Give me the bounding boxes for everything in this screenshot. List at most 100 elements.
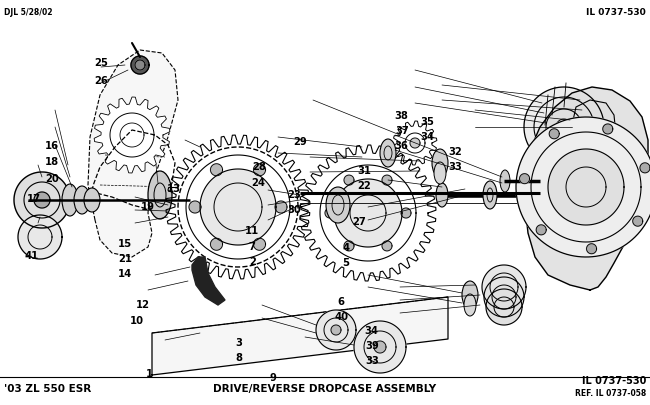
Polygon shape <box>354 321 406 373</box>
Polygon shape <box>275 202 287 213</box>
Text: 7: 7 <box>249 241 255 251</box>
Polygon shape <box>401 209 411 218</box>
Text: 3: 3 <box>236 337 242 347</box>
Text: 13: 13 <box>167 183 181 193</box>
Ellipse shape <box>524 183 536 207</box>
Ellipse shape <box>483 181 497 209</box>
Ellipse shape <box>326 188 350 224</box>
Text: 39: 39 <box>365 340 379 350</box>
Text: 10: 10 <box>129 315 144 325</box>
Polygon shape <box>548 149 624 226</box>
Ellipse shape <box>380 140 396 168</box>
Polygon shape <box>586 244 597 254</box>
Polygon shape <box>482 265 526 309</box>
Text: 33: 33 <box>448 162 462 172</box>
Text: 34: 34 <box>365 325 379 335</box>
Polygon shape <box>516 118 650 257</box>
Ellipse shape <box>462 281 478 309</box>
Text: 2: 2 <box>249 256 255 266</box>
Polygon shape <box>484 277 524 317</box>
Polygon shape <box>211 164 222 176</box>
Text: 21: 21 <box>118 254 132 263</box>
Text: 27: 27 <box>352 217 366 227</box>
Ellipse shape <box>148 172 172 220</box>
Text: 14: 14 <box>118 269 132 278</box>
Text: 23: 23 <box>287 190 301 199</box>
Polygon shape <box>88 51 178 257</box>
Polygon shape <box>166 136 310 279</box>
Text: 18: 18 <box>45 157 59 167</box>
Polygon shape <box>410 139 420 149</box>
Text: 16: 16 <box>45 141 59 151</box>
Polygon shape <box>18 215 62 259</box>
Text: 30: 30 <box>287 205 301 215</box>
Polygon shape <box>94 98 170 174</box>
Text: 6: 6 <box>338 297 344 307</box>
Text: 4: 4 <box>343 242 349 252</box>
Polygon shape <box>200 170 276 245</box>
Polygon shape <box>382 241 392 251</box>
Polygon shape <box>374 341 386 353</box>
Ellipse shape <box>432 149 448 177</box>
Ellipse shape <box>434 162 446 185</box>
Text: 11: 11 <box>245 226 259 236</box>
Polygon shape <box>192 257 225 305</box>
Text: 36: 36 <box>395 141 409 151</box>
Text: 12: 12 <box>136 300 150 309</box>
Text: 34: 34 <box>421 132 435 142</box>
Polygon shape <box>525 88 648 290</box>
Polygon shape <box>344 241 354 251</box>
Text: 28: 28 <box>252 162 266 172</box>
Polygon shape <box>325 209 335 218</box>
Polygon shape <box>556 120 572 136</box>
Text: 24: 24 <box>252 177 266 187</box>
Text: 26: 26 <box>94 76 108 86</box>
Text: 32: 32 <box>448 147 462 157</box>
Text: 33: 33 <box>365 356 379 365</box>
Polygon shape <box>152 297 448 375</box>
Polygon shape <box>135 61 145 71</box>
Polygon shape <box>546 110 582 146</box>
Polygon shape <box>603 125 613 134</box>
Text: DJL 5/28/02: DJL 5/28/02 <box>4 8 53 17</box>
Text: 17: 17 <box>27 194 41 203</box>
Ellipse shape <box>464 294 476 316</box>
Text: 19: 19 <box>141 202 155 211</box>
Text: 41: 41 <box>24 250 38 260</box>
Polygon shape <box>549 130 559 139</box>
Ellipse shape <box>436 183 448 207</box>
Polygon shape <box>300 146 436 281</box>
Polygon shape <box>211 239 222 251</box>
Text: 29: 29 <box>293 137 307 147</box>
Polygon shape <box>640 164 650 173</box>
Polygon shape <box>572 101 616 151</box>
Text: 9: 9 <box>270 373 276 382</box>
Text: 15: 15 <box>118 238 132 248</box>
Text: 25: 25 <box>94 58 108 68</box>
Polygon shape <box>14 173 70 228</box>
Polygon shape <box>316 310 356 350</box>
Ellipse shape <box>500 171 510 192</box>
Polygon shape <box>393 122 437 166</box>
Text: 40: 40 <box>334 312 348 322</box>
Text: 35: 35 <box>421 117 435 126</box>
Polygon shape <box>254 164 265 176</box>
Text: 37: 37 <box>395 126 409 135</box>
Polygon shape <box>254 239 265 251</box>
Text: 5: 5 <box>343 258 349 267</box>
Ellipse shape <box>84 189 100 213</box>
Polygon shape <box>519 174 530 184</box>
Text: 8: 8 <box>236 352 242 362</box>
Polygon shape <box>131 57 149 75</box>
Polygon shape <box>344 176 354 185</box>
Polygon shape <box>486 289 522 325</box>
Text: IL 0737-530: IL 0737-530 <box>586 8 646 17</box>
Text: '03 ZL 550 ESR: '03 ZL 550 ESR <box>4 383 91 393</box>
Polygon shape <box>524 88 604 168</box>
Polygon shape <box>189 202 201 213</box>
Polygon shape <box>334 179 402 247</box>
Text: REF. IL 0737-058: REF. IL 0737-058 <box>575 388 646 397</box>
Ellipse shape <box>62 185 78 216</box>
Text: 20: 20 <box>45 173 59 183</box>
Polygon shape <box>632 217 643 226</box>
